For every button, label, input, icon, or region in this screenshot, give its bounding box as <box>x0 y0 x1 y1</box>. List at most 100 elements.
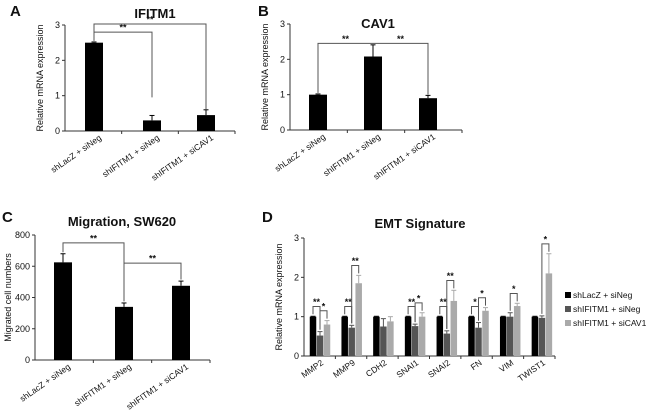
x-tick-label: CDH2 <box>364 357 389 379</box>
y-tick-label: 2 <box>294 272 299 282</box>
x-tick-label: shLacZ + siNeg <box>18 361 73 403</box>
panel-label-c: C <box>2 209 13 226</box>
x-tick-label: shIFITM1 + siCAV1 <box>124 361 190 411</box>
significance-label: ** <box>119 23 127 33</box>
y-tick-label: 400 <box>15 293 30 303</box>
panel-a: IFITM1 Relative mRNA expression 0 1 2 3 shLacZ… <box>35 6 236 183</box>
significance-label: * <box>417 293 421 303</box>
significance-label: ** <box>447 271 455 281</box>
panel-label-b: B <box>258 3 269 20</box>
chart-title: IFITM1 <box>134 6 175 21</box>
x-tick-label: shIFITM1 + siNeg <box>72 361 133 408</box>
y-tick-label: 0 <box>280 125 285 135</box>
x-tick-label: SNAI1 <box>394 357 420 379</box>
x-tick-label: MMP9 <box>331 357 357 379</box>
y-tick-label: 2 <box>280 54 285 64</box>
significance-bracket <box>351 265 360 324</box>
y-tick-label: 3 <box>55 20 60 30</box>
significance-bracket <box>446 279 455 329</box>
bar <box>115 306 133 360</box>
significance-label: ** <box>397 34 405 44</box>
bar <box>538 317 546 356</box>
bar <box>404 316 412 356</box>
significance-bracket <box>319 310 328 330</box>
bar <box>482 310 489 356</box>
x-tick-label: shLacZ + siNeg <box>49 132 104 174</box>
y-tick-label: 1 <box>280 90 285 100</box>
bar <box>85 42 103 131</box>
bar <box>309 316 317 356</box>
y-tick-label: 0 <box>25 355 30 365</box>
legend-swatch <box>565 320 571 326</box>
significance-label: * <box>322 301 326 311</box>
significance-bracket <box>93 23 207 110</box>
x-tick-label: FN <box>469 357 484 372</box>
significance-bracket <box>541 243 550 314</box>
bar <box>323 324 331 356</box>
panel-label-a: A <box>10 3 21 20</box>
significance-bracket <box>62 242 125 302</box>
chart-title: EMT Signature <box>374 216 465 231</box>
bar <box>143 120 161 131</box>
panel-label-d: D <box>262 209 273 226</box>
legend-swatch <box>565 292 571 298</box>
bar <box>316 335 324 356</box>
significance-label: ** <box>90 233 98 243</box>
significance-label: ** <box>345 297 353 307</box>
bar <box>54 262 72 360</box>
significance-label: * <box>544 234 548 244</box>
y-tick-label: 0 <box>294 351 299 361</box>
significance-label: ** <box>146 14 154 24</box>
significance-bracket <box>93 31 153 98</box>
bar <box>355 283 362 356</box>
significance-label: ** <box>352 256 360 266</box>
significance-label: * <box>473 297 477 307</box>
bar <box>197 115 215 131</box>
significance-bracket <box>509 292 518 311</box>
legend-entry: shLacZ + siNeg <box>573 290 633 300</box>
significance-bracket <box>414 302 423 323</box>
panel-b: CAV1 Relative mRNA expression 0 1 2 3 shLacZ +… <box>260 16 463 182</box>
bar <box>513 306 521 356</box>
y-axis-label: Migrated cell numbers <box>3 253 13 342</box>
x-tick-label: VIM <box>497 357 515 374</box>
chart-title: CAV1 <box>361 16 395 31</box>
x-tick-label: TWIST1 <box>516 357 547 383</box>
bar <box>499 316 507 356</box>
significance-label: * <box>480 288 484 298</box>
bar <box>364 56 382 130</box>
significance-bracket <box>317 42 373 93</box>
y-tick-label: 1 <box>55 91 60 101</box>
significance-bracket <box>124 262 182 280</box>
bar <box>450 300 458 356</box>
y-tick-label: 2 <box>55 55 60 65</box>
bar <box>341 316 348 356</box>
bar <box>531 316 539 356</box>
bar <box>418 316 426 356</box>
bar <box>468 316 475 356</box>
panel-d: EMT Signature Relative mRNA expression 0 1 2… <box>274 216 647 384</box>
y-tick-label: 3 <box>280 19 285 29</box>
bar <box>380 326 387 356</box>
legend-swatch <box>565 306 571 312</box>
bar <box>545 273 553 356</box>
y-tick-label: 0 <box>55 126 60 136</box>
y-tick-label: 200 <box>15 324 30 334</box>
x-tick-label: shLacZ + siNeg <box>273 131 328 173</box>
significance-label: ** <box>440 297 448 307</box>
legend-entry: shIFITM1 + siCAV1 <box>573 318 647 328</box>
bar <box>419 98 437 130</box>
significance-label: ** <box>149 254 157 264</box>
panel-c: Migration, SW620 Migrated cell numbers 0 20… <box>3 214 211 412</box>
significance-bracket <box>478 297 486 321</box>
bar <box>475 327 482 356</box>
y-tick-label: 1 <box>294 312 299 322</box>
significance-label: ** <box>408 297 416 307</box>
significance-label: * <box>512 284 516 294</box>
y-tick-label: 3 <box>294 233 299 243</box>
significance-bracket <box>373 42 429 95</box>
bar <box>387 321 394 356</box>
bar <box>309 94 327 130</box>
bar <box>348 327 355 356</box>
